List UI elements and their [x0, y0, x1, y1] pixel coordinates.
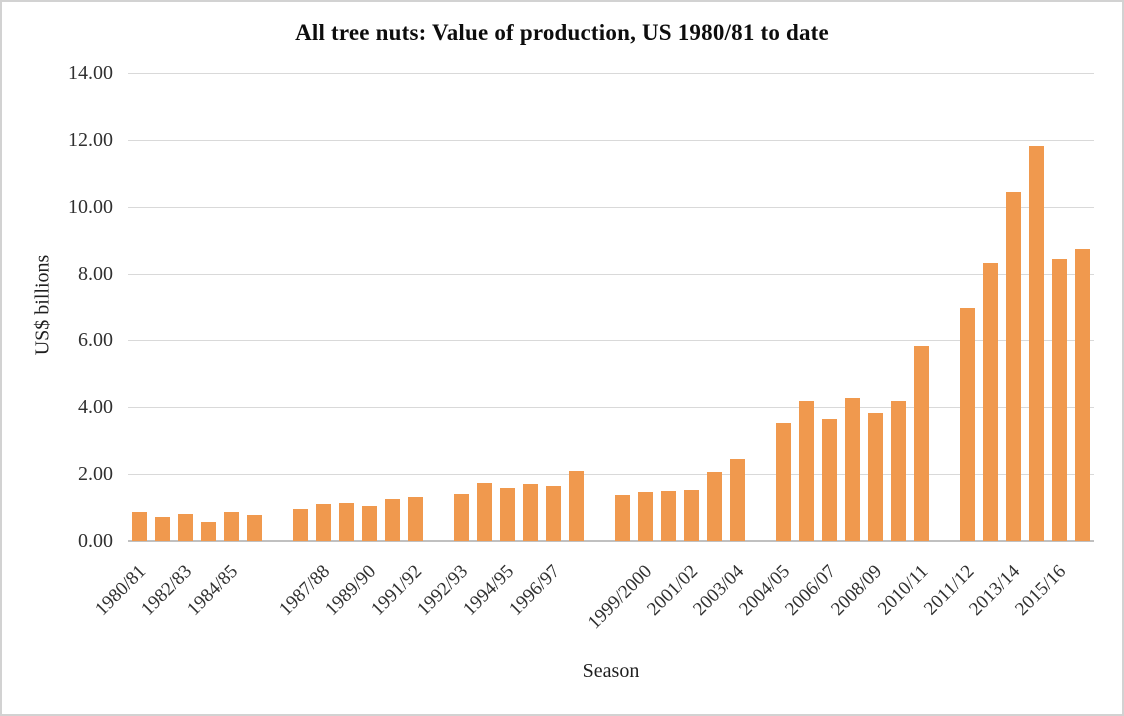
bar-1991/92 — [408, 497, 423, 541]
bar-1989/90 — [362, 505, 377, 541]
bar-1981/82 — [155, 516, 170, 541]
x-tick-label-1982/83: 1982/83 — [137, 561, 197, 620]
bar-1982/83 — [178, 514, 193, 541]
bar-1996/97 — [546, 485, 561, 541]
x-tick-label-1987/88: 1987/88 — [275, 561, 335, 620]
x-tick-label-2006/07: 2006/07 — [781, 561, 841, 620]
y-tick-label-6.00: 6.00 — [78, 329, 113, 352]
gridline-8.00 — [128, 273, 1094, 275]
bar-2016/17 — [1075, 249, 1090, 541]
bar-2006/07 — [822, 418, 837, 541]
gridline-12.00 — [128, 139, 1094, 141]
x-tick-label-1996/97: 1996/97 — [505, 561, 565, 620]
bar-2005/06 — [799, 400, 814, 541]
bar-2013/14 — [1006, 191, 1021, 541]
bar-2003/04 — [730, 458, 745, 541]
bar-1994/95 — [500, 487, 515, 541]
bar-2011/12 — [960, 307, 975, 541]
gridline-10.00 — [128, 206, 1094, 208]
y-tick-label-8.00: 8.00 — [78, 262, 113, 285]
gridline-6.00 — [128, 340, 1094, 342]
x-tick-label-2003/04: 2003/04 — [689, 561, 749, 620]
bar-2004/05 — [776, 423, 791, 541]
bar-2002/03 — [707, 472, 722, 541]
y-tick-label-12.00: 12.00 — [68, 128, 113, 151]
x-tick-label-1984/85: 1984/85 — [183, 561, 243, 620]
bar-1985/86 — [247, 514, 262, 541]
bar-1998/99 — [615, 495, 630, 541]
chart-title: All tree nuts: Value of production, US 1… — [295, 20, 829, 45]
bar-1986/87 — [293, 508, 308, 541]
bar-1983/84 — [201, 521, 216, 541]
bar-1995/96 — [523, 484, 538, 541]
x-tick-label-2015/16: 2015/16 — [1011, 561, 1071, 620]
bar-2009/10 — [891, 400, 906, 541]
bar-2010/11 — [914, 346, 929, 541]
x-tick-label-2010/11: 2010/11 — [873, 561, 933, 620]
gridline-0.00 — [128, 540, 1094, 542]
gridline-4.00 — [128, 407, 1094, 409]
y-tick-label-2.00: 2.00 — [78, 463, 113, 486]
x-tick-label-1992/93: 1992/93 — [413, 561, 473, 620]
x-tick-label-1989/90: 1989/90 — [321, 561, 381, 620]
x-tick-label-1980/81: 1980/81 — [91, 561, 151, 620]
bar-1984/85 — [224, 512, 239, 541]
y-tick-label-0.00: 0.00 — [78, 530, 113, 552]
gridline-14.00 — [128, 73, 1094, 74]
x-tick-label-2008/09: 2008/09 — [827, 561, 887, 620]
bar-2001/02 — [684, 489, 699, 541]
x-tick-label-2004/05: 2004/05 — [735, 561, 795, 620]
x-tick-label-1991/92: 1991/92 — [367, 561, 427, 620]
bar-2007/08 — [845, 397, 860, 541]
bar-2000/01 — [661, 490, 676, 541]
bar-1993/94 — [477, 483, 492, 541]
y-tick-label-4.00: 4.00 — [78, 396, 113, 419]
bar-1987/88 — [316, 503, 331, 541]
bar-2008/09 — [868, 412, 883, 541]
bar-1999/2000 — [638, 491, 653, 541]
bar-1990/91 — [385, 498, 400, 541]
plot-area — [128, 73, 1094, 542]
x-tick-label-2001/02: 2001/02 — [643, 561, 703, 620]
x-tick-label-2011/12: 2011/12 — [919, 561, 979, 620]
gridline-2.00 — [128, 474, 1094, 476]
y-tick-label-14.00: 14.00 — [68, 62, 113, 84]
x-axis-title: Season — [582, 660, 640, 682]
bar-2012/13 — [983, 262, 998, 541]
bar-1997/98 — [569, 470, 584, 541]
bar-2015/16 — [1052, 258, 1067, 541]
x-tick-label-1999/2000: 1999/2000 — [584, 561, 657, 634]
bar-1988/89 — [339, 503, 354, 541]
bar-1980/81 — [132, 511, 147, 541]
bar-2014/15 — [1029, 145, 1044, 541]
bar-1992/93 — [454, 493, 469, 541]
y-tick-label-10.00: 10.00 — [68, 195, 113, 218]
x-tick-label-2013/14: 2013/14 — [965, 561, 1025, 620]
x-tick-label-1994/95: 1994/95 — [459, 561, 519, 620]
